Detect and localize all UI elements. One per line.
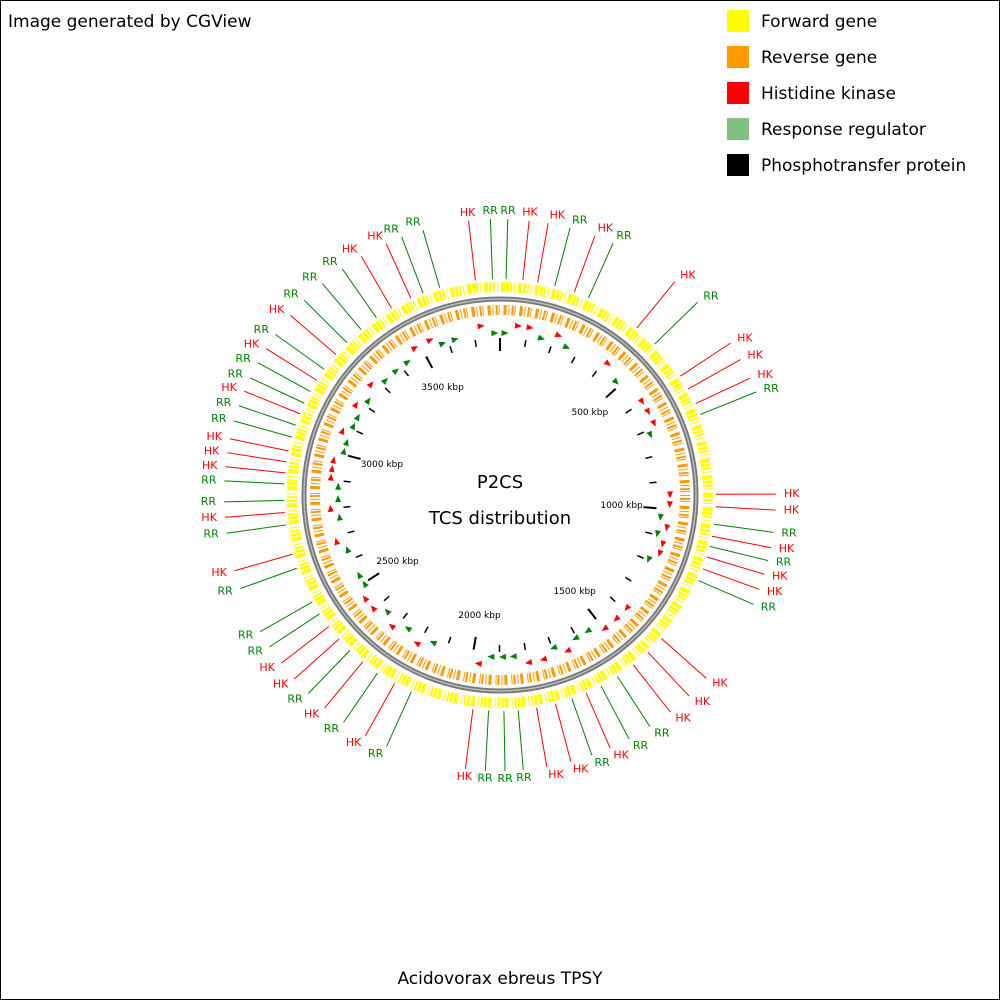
legend-swatch (727, 46, 749, 68)
feature-label: RR (761, 600, 777, 613)
feature-label: HK (550, 208, 566, 221)
legend-label: Response regulator (761, 120, 926, 140)
feature-label: HK (522, 206, 538, 219)
tick-mark (344, 481, 351, 482)
feature-label: HK (598, 221, 614, 234)
tick-label: 2000 kbp (458, 611, 501, 621)
tick-mark (643, 507, 656, 508)
feature-label: HK (269, 303, 285, 316)
feature-label: RR (776, 556, 792, 569)
feature-label: HK (784, 504, 800, 517)
feature-label: RR (201, 495, 217, 508)
feature-label: RR (595, 756, 611, 769)
legend-label: Phosphotransfer protein (761, 156, 966, 176)
feature-label: RR (500, 204, 516, 217)
feature-label: HK (548, 768, 564, 781)
feature-label: HK (712, 677, 728, 690)
legend-label: Reverse gene (761, 48, 877, 68)
feature-label: HK (772, 570, 788, 583)
feature-label: RR (211, 412, 227, 425)
feature-label: RR (498, 772, 514, 785)
feature-label: RR (302, 271, 318, 284)
legend-label: Histidine kinase (761, 84, 896, 104)
feature-label: HK (779, 542, 795, 555)
feature-label: HK (784, 487, 800, 500)
feature-label: RR (203, 527, 219, 540)
tick-label: 1000 kbp (600, 501, 643, 511)
feature-label: HK (304, 707, 320, 720)
feature-label: RR (781, 526, 797, 539)
feature-label: HK (460, 206, 476, 219)
feature-label: RR (368, 747, 384, 760)
tick-label: 500 kbp (571, 408, 608, 418)
feature-label: HK (680, 268, 696, 281)
tick-mark (650, 482, 657, 483)
tick-mark (343, 507, 350, 508)
feature-label: HK (346, 736, 362, 749)
feature-label: RR (287, 692, 303, 705)
feature-label: RR (384, 223, 400, 236)
feature-label: RR (616, 229, 632, 242)
feature-label: RR (516, 771, 532, 784)
legend-swatch (727, 118, 749, 140)
feature-label: RR (482, 204, 498, 217)
feature-label: HK (573, 762, 589, 775)
feature-label: RR (248, 644, 264, 657)
feature-label: RR (654, 726, 670, 739)
legend-swatch (727, 82, 749, 104)
feature-label: RR (228, 367, 244, 380)
feature-label: RR (216, 396, 232, 409)
tick-label: 3000 kbp (361, 460, 404, 470)
header: Image generated by CGView (8, 12, 252, 32)
feature-label: HK (244, 337, 260, 350)
map-title: P2CS (477, 472, 523, 493)
feature-label: RR (254, 323, 270, 336)
legend-swatch (727, 10, 749, 32)
feature-label: HK (202, 459, 218, 472)
feature-label: HK (695, 695, 711, 708)
feature-label: HK (259, 661, 275, 674)
feature-label: HK (342, 242, 358, 255)
feature-label: RR (477, 772, 493, 785)
legend-label: Forward gene (761, 12, 877, 32)
feature-label: HK (367, 229, 383, 242)
feature-label: HK (737, 332, 753, 345)
feature-label: HK (206, 430, 222, 443)
feature-label: RR (322, 255, 338, 268)
feature-label: RR (703, 290, 719, 303)
feature-label: HK (204, 444, 220, 457)
feature-label: HK (201, 511, 217, 524)
feature-label: RR (324, 722, 340, 735)
feature-label: RR (633, 739, 649, 752)
tick-label: 2500 kbp (376, 557, 419, 567)
feature-label: HK (273, 677, 289, 690)
feature-label: HK (675, 711, 691, 724)
feature-label: HK (457, 770, 473, 783)
feature-label: HK (613, 748, 629, 761)
feature-label: HK (757, 368, 773, 381)
organism: Acidovorax ebreus TPSY (397, 969, 603, 989)
feature-label: HK (747, 349, 763, 362)
feature-label: RR (201, 473, 217, 486)
legend-swatch (727, 154, 749, 176)
feature-label: RR (238, 629, 254, 642)
feature-label: RR (283, 288, 299, 301)
feature-label: HK (211, 566, 227, 579)
feature-label: RR (763, 382, 779, 395)
tick-label: 3500 kbp (421, 383, 464, 393)
feature-label: RR (405, 215, 421, 228)
feature-label: RR (235, 352, 251, 365)
tick-label: 1500 kbp (553, 587, 596, 597)
feature-label: HK (767, 585, 783, 598)
feature-label: HK (221, 381, 237, 394)
map-subtitle: TCS distribution (428, 508, 571, 529)
feature-label: RR (572, 213, 588, 226)
feature-label: RR (218, 584, 234, 597)
